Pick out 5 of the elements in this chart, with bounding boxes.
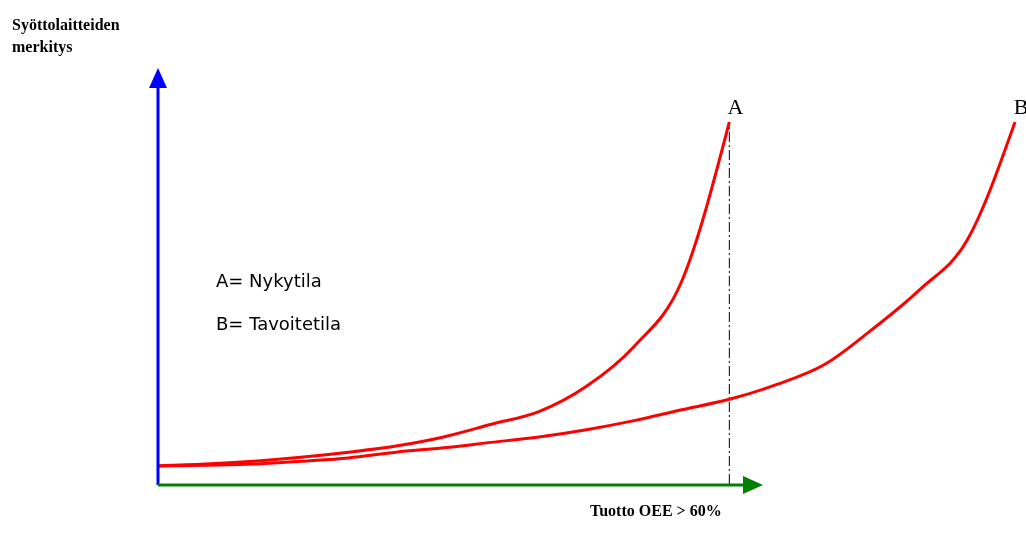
annotation: A= Nykytila <box>216 270 322 291</box>
y-axis-title: Syöttolaitteiden merkitys <box>12 15 121 58</box>
x-axis-title: Tuotto OEE > 60% <box>590 502 722 520</box>
series-label: A <box>727 94 744 119</box>
annotation: B= Tavoitetila <box>216 313 342 334</box>
